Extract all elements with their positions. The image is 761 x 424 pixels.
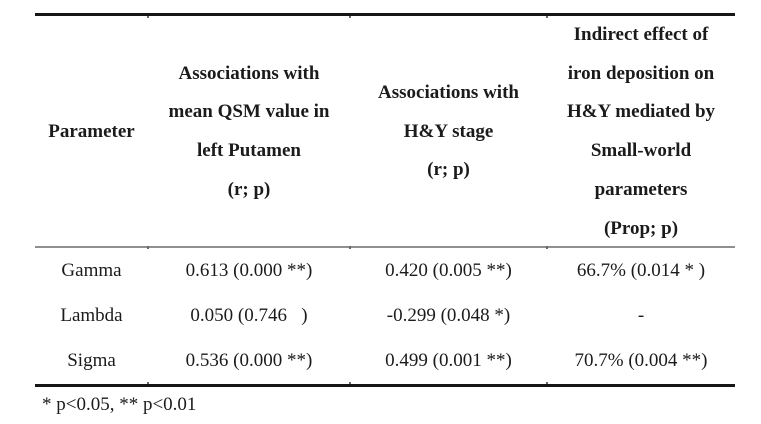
cell-gamma-parameter: Gamma: [61, 259, 122, 281]
column-boundary-tick: [349, 16, 351, 18]
cell-lambda-indirect: -: [637, 304, 645, 326]
cell-sigma-indirect: 70.7% (0.004 **): [574, 350, 708, 372]
cell-sigma-parameter: Sigma: [67, 350, 116, 372]
cell-lambda-qsm: 0.050 (0.746 ): [190, 304, 308, 326]
cell-gamma-qsm: 0.613 (0.000 **): [185, 259, 313, 281]
header-cell-qsm-association: Associations with mean QSM value in left…: [168, 62, 330, 200]
column-boundary-tick: [147, 16, 149, 18]
header-cell-hy-association: Associations with H&Y stage (r; p): [378, 82, 519, 181]
column-boundary-tick: [546, 16, 548, 18]
cell-gamma-indirect: 66.7% (0.014 * ): [576, 259, 706, 281]
results-table-wrapper: Parameter Associations with mean QSM val…: [35, 13, 735, 416]
table-row-gamma: Gamma 0.613 (0.000 **) 0.420 (0.005 **) …: [35, 248, 735, 293]
table-row-lambda: Lambda 0.050 (0.746 ) -0.299 (0.048 *) -: [35, 293, 735, 338]
column-boundary-tick: [147, 381, 149, 384]
results-table: Parameter Associations with mean QSM val…: [35, 13, 735, 387]
column-boundary-tick: [546, 381, 548, 384]
column-boundary-tick: [349, 246, 351, 249]
cell-sigma-hy: 0.499 (0.001 **): [385, 350, 512, 372]
header-cell-parameter: Parameter: [48, 120, 135, 142]
header-cell-indirect-effect: Indirect effect of iron deposition on H&…: [566, 24, 716, 239]
cell-lambda-parameter: Lambda: [60, 304, 123, 326]
column-boundary-tick: [147, 246, 149, 249]
table-header-row: Parameter Associations with mean QSM val…: [35, 16, 735, 248]
table-footnote: * p<0.05, ** p<0.01: [42, 393, 197, 415]
cell-gamma-hy: 0.420 (0.005 **): [385, 259, 512, 281]
table-row-sigma: Sigma 0.536 (0.000 **) 0.499 (0.001 **) …: [35, 339, 735, 384]
column-boundary-tick: [546, 246, 548, 249]
cell-lambda-hy: -0.299 (0.048 *): [386, 304, 511, 326]
cell-sigma-qsm: 0.536 (0.000 **): [185, 350, 313, 372]
column-boundary-tick: [349, 381, 351, 384]
